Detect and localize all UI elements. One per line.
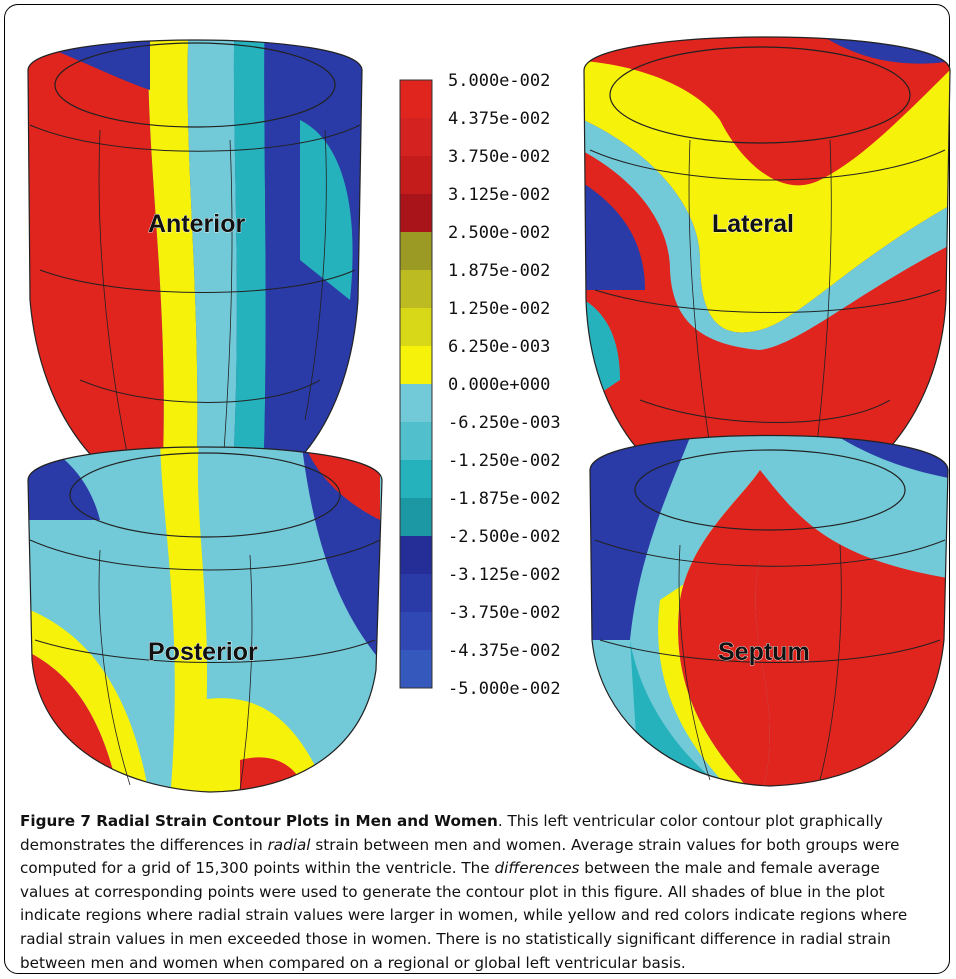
colorbar-swatch <box>400 156 432 195</box>
colorbar-swatch <box>400 612 432 651</box>
colorbar-label: -2.500e-002 <box>448 527 561 547</box>
colorbar-label: -3.125e-002 <box>448 565 561 585</box>
colorbar-label: 2.500e-002 <box>448 223 550 243</box>
septum-contour-plot: Septum <box>589 434 949 787</box>
colorbar-border <box>399 79 433 689</box>
colorbar-swatch <box>400 650 432 689</box>
colorbar-swatch <box>400 80 432 119</box>
posterior-label: Posterior <box>148 638 258 666</box>
caption-text-1: . This left ventricular color contour pl… <box>20 812 883 854</box>
colorbar-swatch <box>400 422 432 461</box>
colorbar-label: -6.250e-003 <box>448 413 561 433</box>
colorbar-swatch <box>400 574 432 613</box>
colorbar-swatch <box>400 384 432 423</box>
colorbar-label: -4.375e-002 <box>448 641 561 661</box>
colorbar-label: 6.250e-003 <box>448 337 550 357</box>
colorbar-label: 4.375e-002 <box>448 109 550 129</box>
colorbar-swatch <box>400 232 432 271</box>
colorbar-label: -1.250e-002 <box>448 451 561 471</box>
colorbar-label: 1.875e-002 <box>448 261 550 281</box>
caption-text-3: between the male and female average valu… <box>20 859 908 972</box>
figure-caption: Figure 7 Radial Strain Contour Plots in … <box>20 810 934 975</box>
colorbar-label: 1.250e-002 <box>448 299 550 319</box>
colorbar-label: 5.000e-002 <box>448 71 550 91</box>
colorbar-label: -3.750e-002 <box>448 603 561 623</box>
caption-emphasis-differences: differences <box>494 859 580 878</box>
colorbar-swatch <box>400 460 432 499</box>
caption-title: Figure 7 Radial Strain Contour Plots in … <box>20 812 498 830</box>
colorbar-swatch <box>400 118 432 157</box>
caption-emphasis-radial: radial <box>267 835 311 854</box>
colorbar-swatch <box>400 346 432 385</box>
anterior-contour-plot: Anterior <box>27 39 363 511</box>
lateral-label: Lateral <box>712 210 794 238</box>
colorbar-label: 0.000e+000 <box>448 375 550 395</box>
figure-graphic: Anterior Lateral <box>27 36 951 793</box>
colorbar: 5.000e-002 4.375e-002 3.750e-002 3.125e-002… <box>399 71 561 699</box>
colorbar-swatch <box>400 194 432 233</box>
colorbar-label: -5.000e-002 <box>448 679 561 699</box>
colorbar-swatch <box>400 270 432 309</box>
posterior-contour-plot: Posterior <box>27 446 383 793</box>
colorbar-label: -1.875e-002 <box>448 489 561 509</box>
colorbar-label: 3.125e-002 <box>448 185 550 205</box>
anterior-label: Anterior <box>148 210 246 238</box>
caption-text-2: strain between men and women. Average st… <box>20 835 900 878</box>
colorbar-swatch <box>400 536 432 575</box>
colorbar-swatch <box>400 308 432 347</box>
septum-label: Septum <box>718 638 810 666</box>
colorbar-swatch <box>400 498 432 537</box>
colorbar-label: 3.750e-002 <box>448 147 550 167</box>
